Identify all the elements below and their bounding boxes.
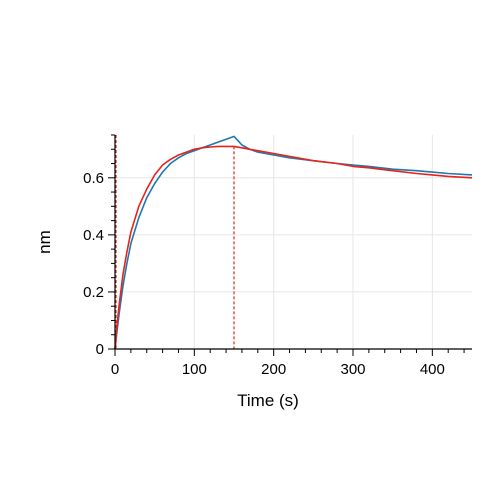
plot-series (114, 135, 473, 350)
x-tick-label: 400 (420, 361, 445, 378)
y-tick-label: 0.6 (83, 170, 104, 187)
x-tick-label: 300 (340, 361, 365, 378)
dissociation-marker (115, 135, 235, 349)
x-tick-label: 100 (182, 361, 207, 378)
x-axis-label: Time (s) (237, 391, 299, 410)
grid-lines (115, 135, 472, 349)
x-tick-label: 0 (111, 361, 119, 378)
series-line-fit (114, 145, 473, 350)
x-axis: 0 100 200 300 400 (111, 348, 472, 378)
y-tick-label: 0.2 (83, 284, 104, 301)
x-tick-label: 200 (261, 361, 286, 378)
y-axis: 0 0.2 0.4 0.6 (83, 134, 116, 358)
y-tick-label: 0.4 (83, 227, 104, 244)
series-line-measured (114, 135, 473, 350)
y-tick-label: 0 (96, 341, 104, 358)
y-axis-label: nm (35, 230, 54, 254)
